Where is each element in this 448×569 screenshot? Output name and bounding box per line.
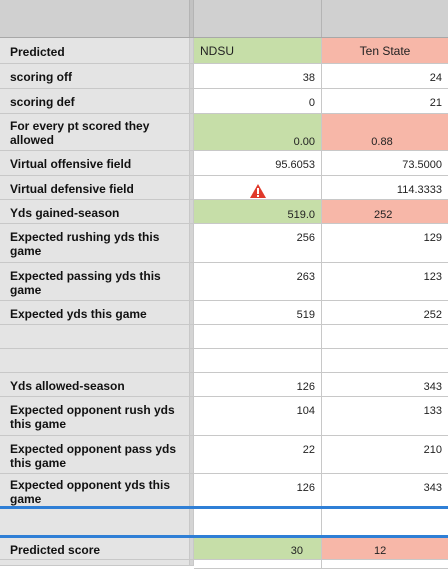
team-a-cell[interactable]: 263 (194, 263, 322, 301)
team-a-cell[interactable]: 104 (194, 397, 322, 436)
team-a-cell[interactable]: 38 (194, 64, 322, 89)
team-b-cell[interactable]: 343 (322, 474, 448, 508)
team-a-cell[interactable]: 0.00 (194, 114, 322, 151)
table-row: Expected rushing yds this game 256 129 (0, 224, 448, 263)
predicted-score-b[interactable]: 12 (322, 538, 448, 560)
team-a-cell[interactable]: 95.6053 (194, 151, 322, 176)
team-b-cell[interactable]: 24 (322, 64, 448, 89)
column-header-c[interactable] (322, 0, 448, 37)
team-b-cell[interactable] (322, 508, 448, 536)
table-row: Predicted score 30 12 (0, 538, 448, 560)
row-label[interactable] (0, 508, 190, 536)
team-a-cell[interactable]: 519.0 (194, 200, 322, 224)
team-a-cell[interactable] (194, 508, 322, 536)
table-row: Yds allowed-season 126 343 (0, 373, 448, 397)
row-label[interactable]: Virtual defensive field (0, 176, 190, 200)
row-label[interactable]: Predicted (0, 38, 190, 64)
team-b-cell[interactable]: 21 (322, 89, 448, 114)
selection-border-top (0, 506, 448, 509)
team-b-cell[interactable]: 73.5000 (322, 151, 448, 176)
team-b-cell[interactable]: 0.88 (322, 114, 448, 151)
row-label[interactable]: Expected opponent yds this game (0, 474, 190, 508)
row-label[interactable]: Yds allowed-season (0, 373, 190, 397)
table-row: For every pt scored they allowed 0.00 0.… (0, 114, 448, 151)
table-row: Expected opponent yds this game 126 343 (0, 474, 448, 508)
table-row: Predicted NDSU Ten State (0, 38, 448, 64)
team-a-cell[interactable]: 256 (194, 224, 322, 263)
table-row: Virtual defensive field 114.3333 (0, 176, 448, 200)
team-b-cell[interactable]: 133 (322, 397, 448, 436)
row-label[interactable]: Expected opponent pass yds this game (0, 436, 190, 474)
column-header-spacer (190, 0, 194, 37)
team-b-cell[interactable]: 114.3333 (322, 176, 448, 200)
table-row: Virtual offensive field 95.6053 73.5000 (0, 151, 448, 176)
team-b-cell[interactable]: 343 (322, 373, 448, 397)
table-row (0, 349, 448, 373)
team-a-header-cell[interactable]: NDSU (194, 38, 322, 64)
table-row: Expected passing yds this game 263 123 (0, 263, 448, 301)
row-label[interactable]: Virtual offensive field (0, 151, 190, 176)
team-a-cell[interactable]: 126 (194, 474, 322, 508)
team-b-cell[interactable]: 129 (322, 224, 448, 263)
team-a-cell[interactable]: 126 (194, 373, 322, 397)
table-row: scoring def 0 21 (0, 89, 448, 114)
row-label[interactable]: scoring off (0, 64, 190, 89)
team-a-cell[interactable] (194, 176, 322, 200)
team-b-cell[interactable]: 252 (322, 301, 448, 325)
table-row: Expected opponent pass yds this game 22 … (0, 436, 448, 474)
table-row (0, 560, 448, 569)
selection-border-bottom (0, 535, 448, 538)
table-row: Yds gained-season 519.0 252 (0, 200, 448, 224)
row-label[interactable]: Predicted score (0, 538, 190, 560)
row-label[interactable]: For every pt scored they allowed (0, 114, 190, 151)
team-b-cell[interactable]: 252 (322, 200, 448, 224)
team-a-cell[interactable] (194, 349, 322, 373)
team-b-cell[interactable] (322, 325, 448, 349)
column-header-a[interactable] (0, 0, 190, 37)
team-a-cell[interactable]: 0 (194, 89, 322, 114)
row-label[interactable]: Expected passing yds this game (0, 263, 190, 301)
row-label[interactable]: Expected opponent rush yds this game (0, 397, 190, 436)
warning-triangle-icon[interactable] (249, 183, 267, 199)
row-label[interactable] (0, 349, 190, 373)
row-label[interactable]: scoring def (0, 89, 190, 114)
team-a-cell[interactable]: 519 (194, 301, 322, 325)
table-row: Expected opponent rush yds this game 104… (0, 397, 448, 436)
table-row: scoring off 38 24 (0, 64, 448, 89)
team-b-cell[interactable] (322, 349, 448, 373)
predicted-score-a[interactable]: 30 (194, 538, 322, 560)
team-a-cell[interactable] (194, 325, 322, 349)
column-header-b[interactable] (194, 0, 322, 37)
row-label[interactable] (0, 325, 190, 349)
row-label[interactable]: Expected rushing yds this game (0, 224, 190, 263)
table-row: Expected yds this game 519 252 (0, 301, 448, 325)
team-b-header-cell[interactable]: Ten State (322, 38, 448, 64)
team-b-cell[interactable]: 123 (322, 263, 448, 301)
column-header-bar (0, 0, 448, 38)
table-row (0, 508, 448, 536)
table-row (0, 325, 448, 349)
row-label[interactable]: Yds gained-season (0, 200, 190, 224)
team-b-cell[interactable]: 210 (322, 436, 448, 474)
row-label[interactable]: Expected yds this game (0, 301, 190, 325)
team-a-cell[interactable]: 22 (194, 436, 322, 474)
